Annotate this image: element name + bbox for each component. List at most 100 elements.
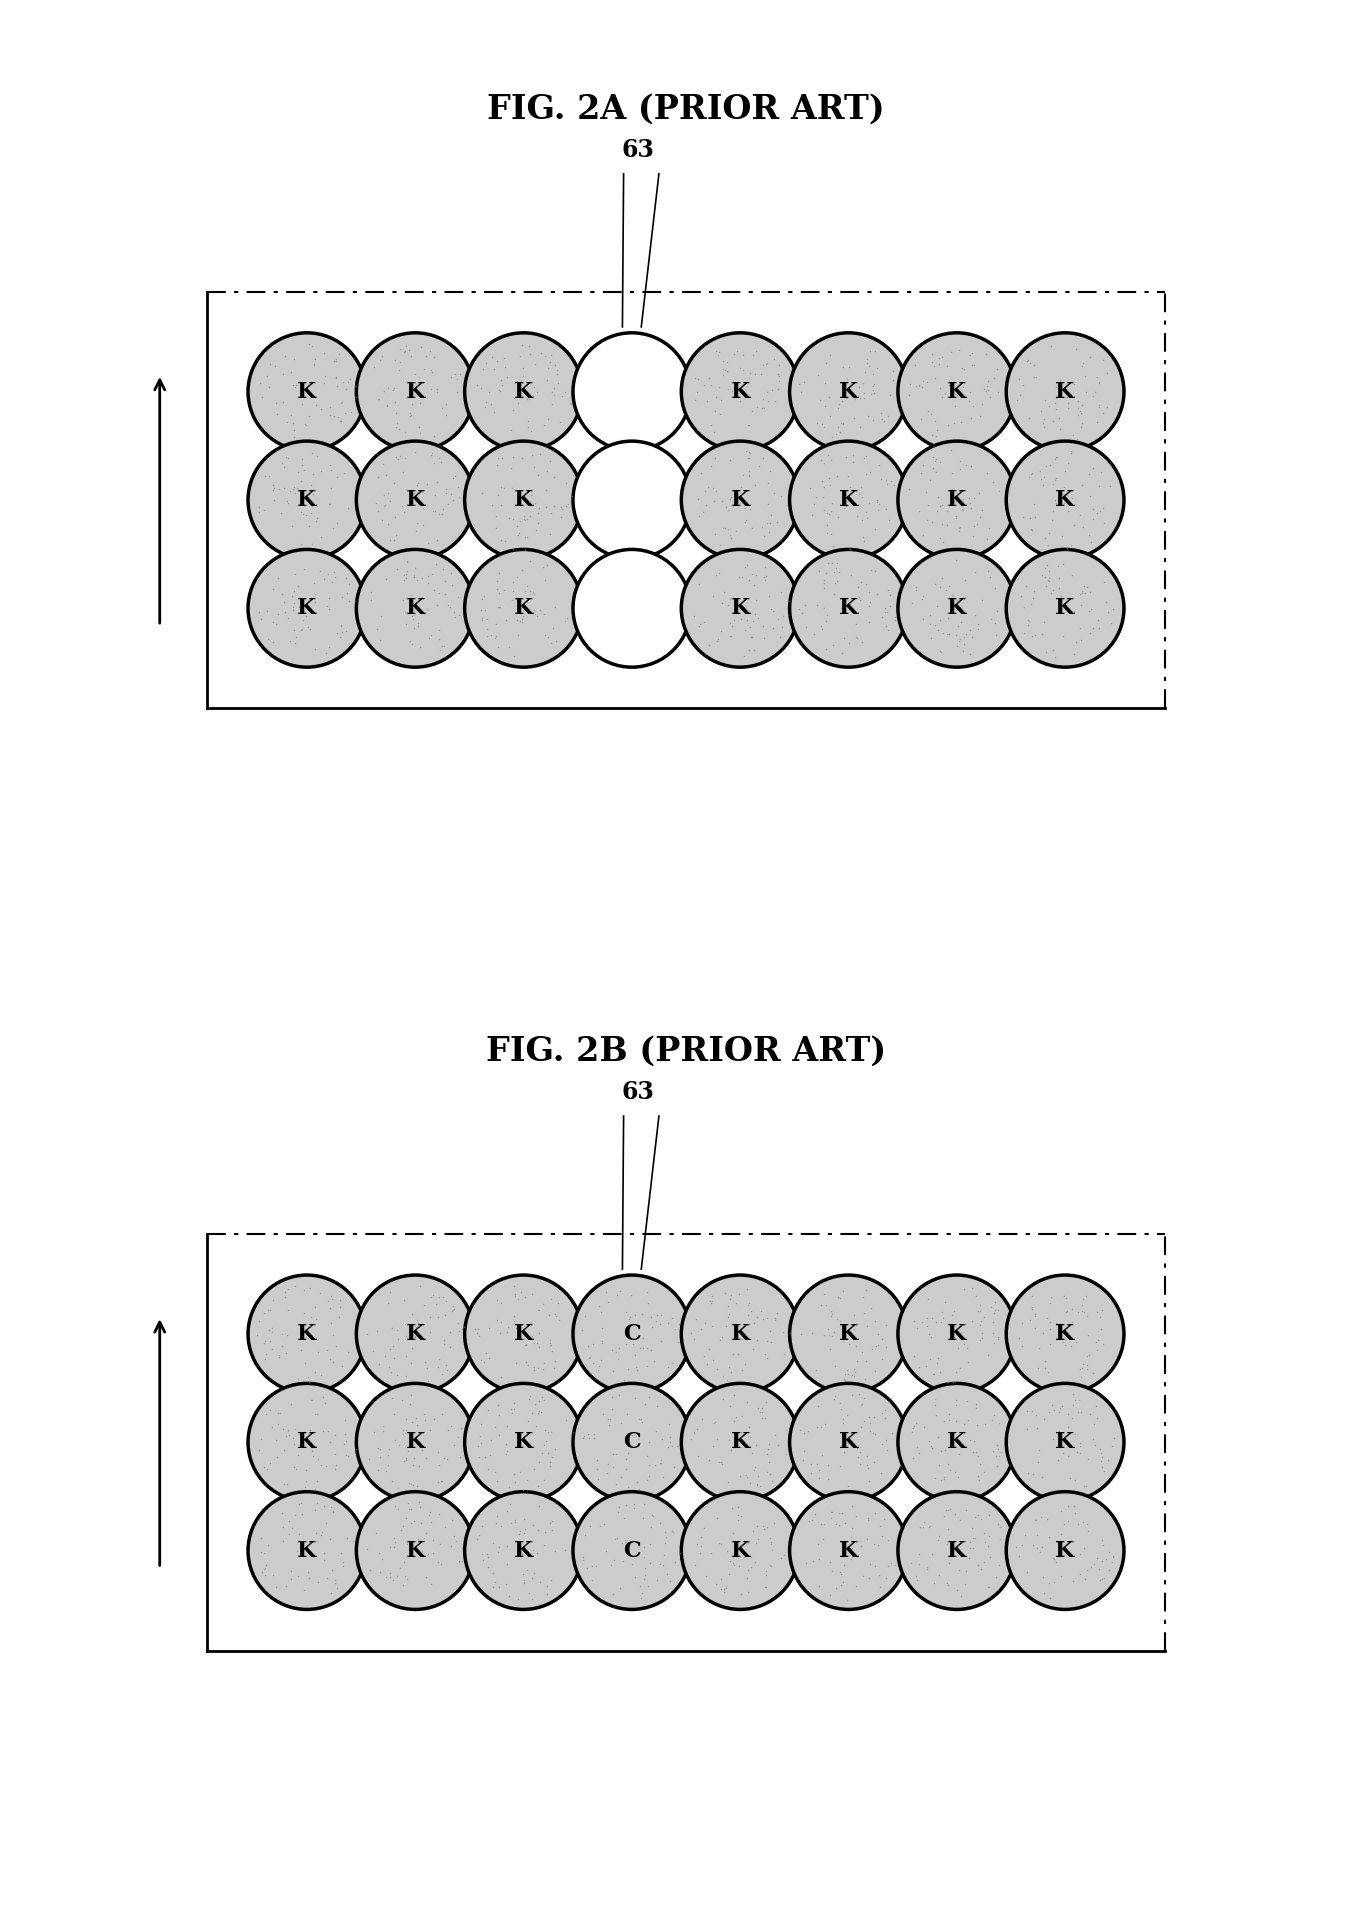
Point (1072, 512, 1093, 542)
Point (1074, 1471, 1096, 1502)
Point (289, 1335, 311, 1365)
Point (281, 408, 303, 438)
Point (715, 1573, 737, 1604)
Point (1056, 1398, 1078, 1429)
Point (262, 1313, 284, 1344)
Point (1039, 1583, 1061, 1613)
Point (425, 1288, 447, 1319)
Point (634, 1388, 656, 1419)
Point (868, 1571, 890, 1602)
Point (1066, 423, 1088, 454)
Point (826, 1283, 848, 1313)
Point (812, 573, 834, 604)
Point (298, 1367, 320, 1398)
Point (1074, 1563, 1096, 1594)
Point (811, 410, 833, 440)
Point (934, 1435, 956, 1465)
Point (746, 392, 768, 423)
Point (407, 612, 429, 642)
Point (977, 458, 999, 488)
Point (498, 633, 520, 663)
Point (960, 450, 982, 481)
Point (908, 369, 930, 400)
Point (818, 1463, 840, 1494)
Point (488, 590, 510, 621)
Point (251, 604, 273, 635)
Point (752, 383, 774, 413)
Point (927, 1450, 949, 1481)
Point (283, 615, 305, 646)
Point (1030, 396, 1052, 427)
Point (490, 490, 512, 521)
Point (969, 400, 991, 431)
Point (830, 1498, 852, 1529)
Point (527, 1398, 549, 1429)
Point (930, 1308, 952, 1338)
Point (397, 546, 418, 577)
Point (820, 444, 842, 475)
Point (830, 1569, 852, 1600)
Point (969, 1465, 991, 1496)
Point (711, 487, 733, 517)
Point (597, 1404, 619, 1435)
Point (820, 1296, 842, 1327)
Point (921, 1433, 943, 1463)
Point (391, 1415, 413, 1446)
Point (300, 1385, 322, 1415)
Point (620, 1281, 642, 1311)
Point (392, 1511, 414, 1542)
Point (690, 1531, 712, 1561)
Point (827, 412, 849, 442)
Point (683, 385, 705, 415)
Point (317, 633, 339, 663)
Point (738, 442, 760, 473)
Point (663, 1452, 685, 1483)
Point (1081, 1358, 1103, 1388)
Point (833, 1417, 855, 1448)
Point (1085, 1390, 1107, 1421)
Point (940, 479, 962, 510)
Point (645, 1415, 667, 1446)
Circle shape (573, 1275, 690, 1392)
Point (582, 1329, 604, 1360)
Text: K: K (947, 1323, 966, 1344)
Point (527, 508, 549, 538)
Point (443, 1294, 465, 1325)
Point (932, 1304, 954, 1335)
Point (447, 471, 469, 502)
Point (417, 529, 439, 560)
Point (853, 383, 875, 413)
Point (519, 383, 541, 413)
Point (368, 385, 390, 415)
Point (383, 1523, 405, 1554)
Point (927, 342, 949, 373)
Text: K: K (514, 1323, 534, 1344)
Point (763, 344, 785, 375)
Point (879, 381, 901, 412)
Circle shape (465, 440, 582, 560)
Point (582, 1550, 604, 1581)
Point (476, 621, 498, 652)
Text: FIG. 2A (PRIOR ART): FIG. 2A (PRIOR ART) (487, 92, 885, 125)
Point (471, 1510, 493, 1540)
Point (1063, 1419, 1085, 1450)
Point (524, 348, 546, 379)
Text: K: K (298, 1323, 317, 1344)
Point (332, 1546, 354, 1577)
Point (856, 1450, 878, 1481)
Point (303, 348, 325, 379)
Point (313, 1490, 335, 1521)
Point (977, 556, 999, 587)
Point (737, 1527, 759, 1558)
Point (1089, 456, 1111, 487)
Point (771, 600, 793, 631)
Point (686, 377, 708, 408)
Point (812, 481, 834, 512)
Point (986, 1294, 1008, 1325)
Point (398, 1435, 420, 1465)
Point (949, 1317, 971, 1348)
Point (637, 1277, 659, 1308)
Point (856, 1311, 878, 1342)
Point (723, 1379, 745, 1410)
Point (1034, 571, 1056, 602)
